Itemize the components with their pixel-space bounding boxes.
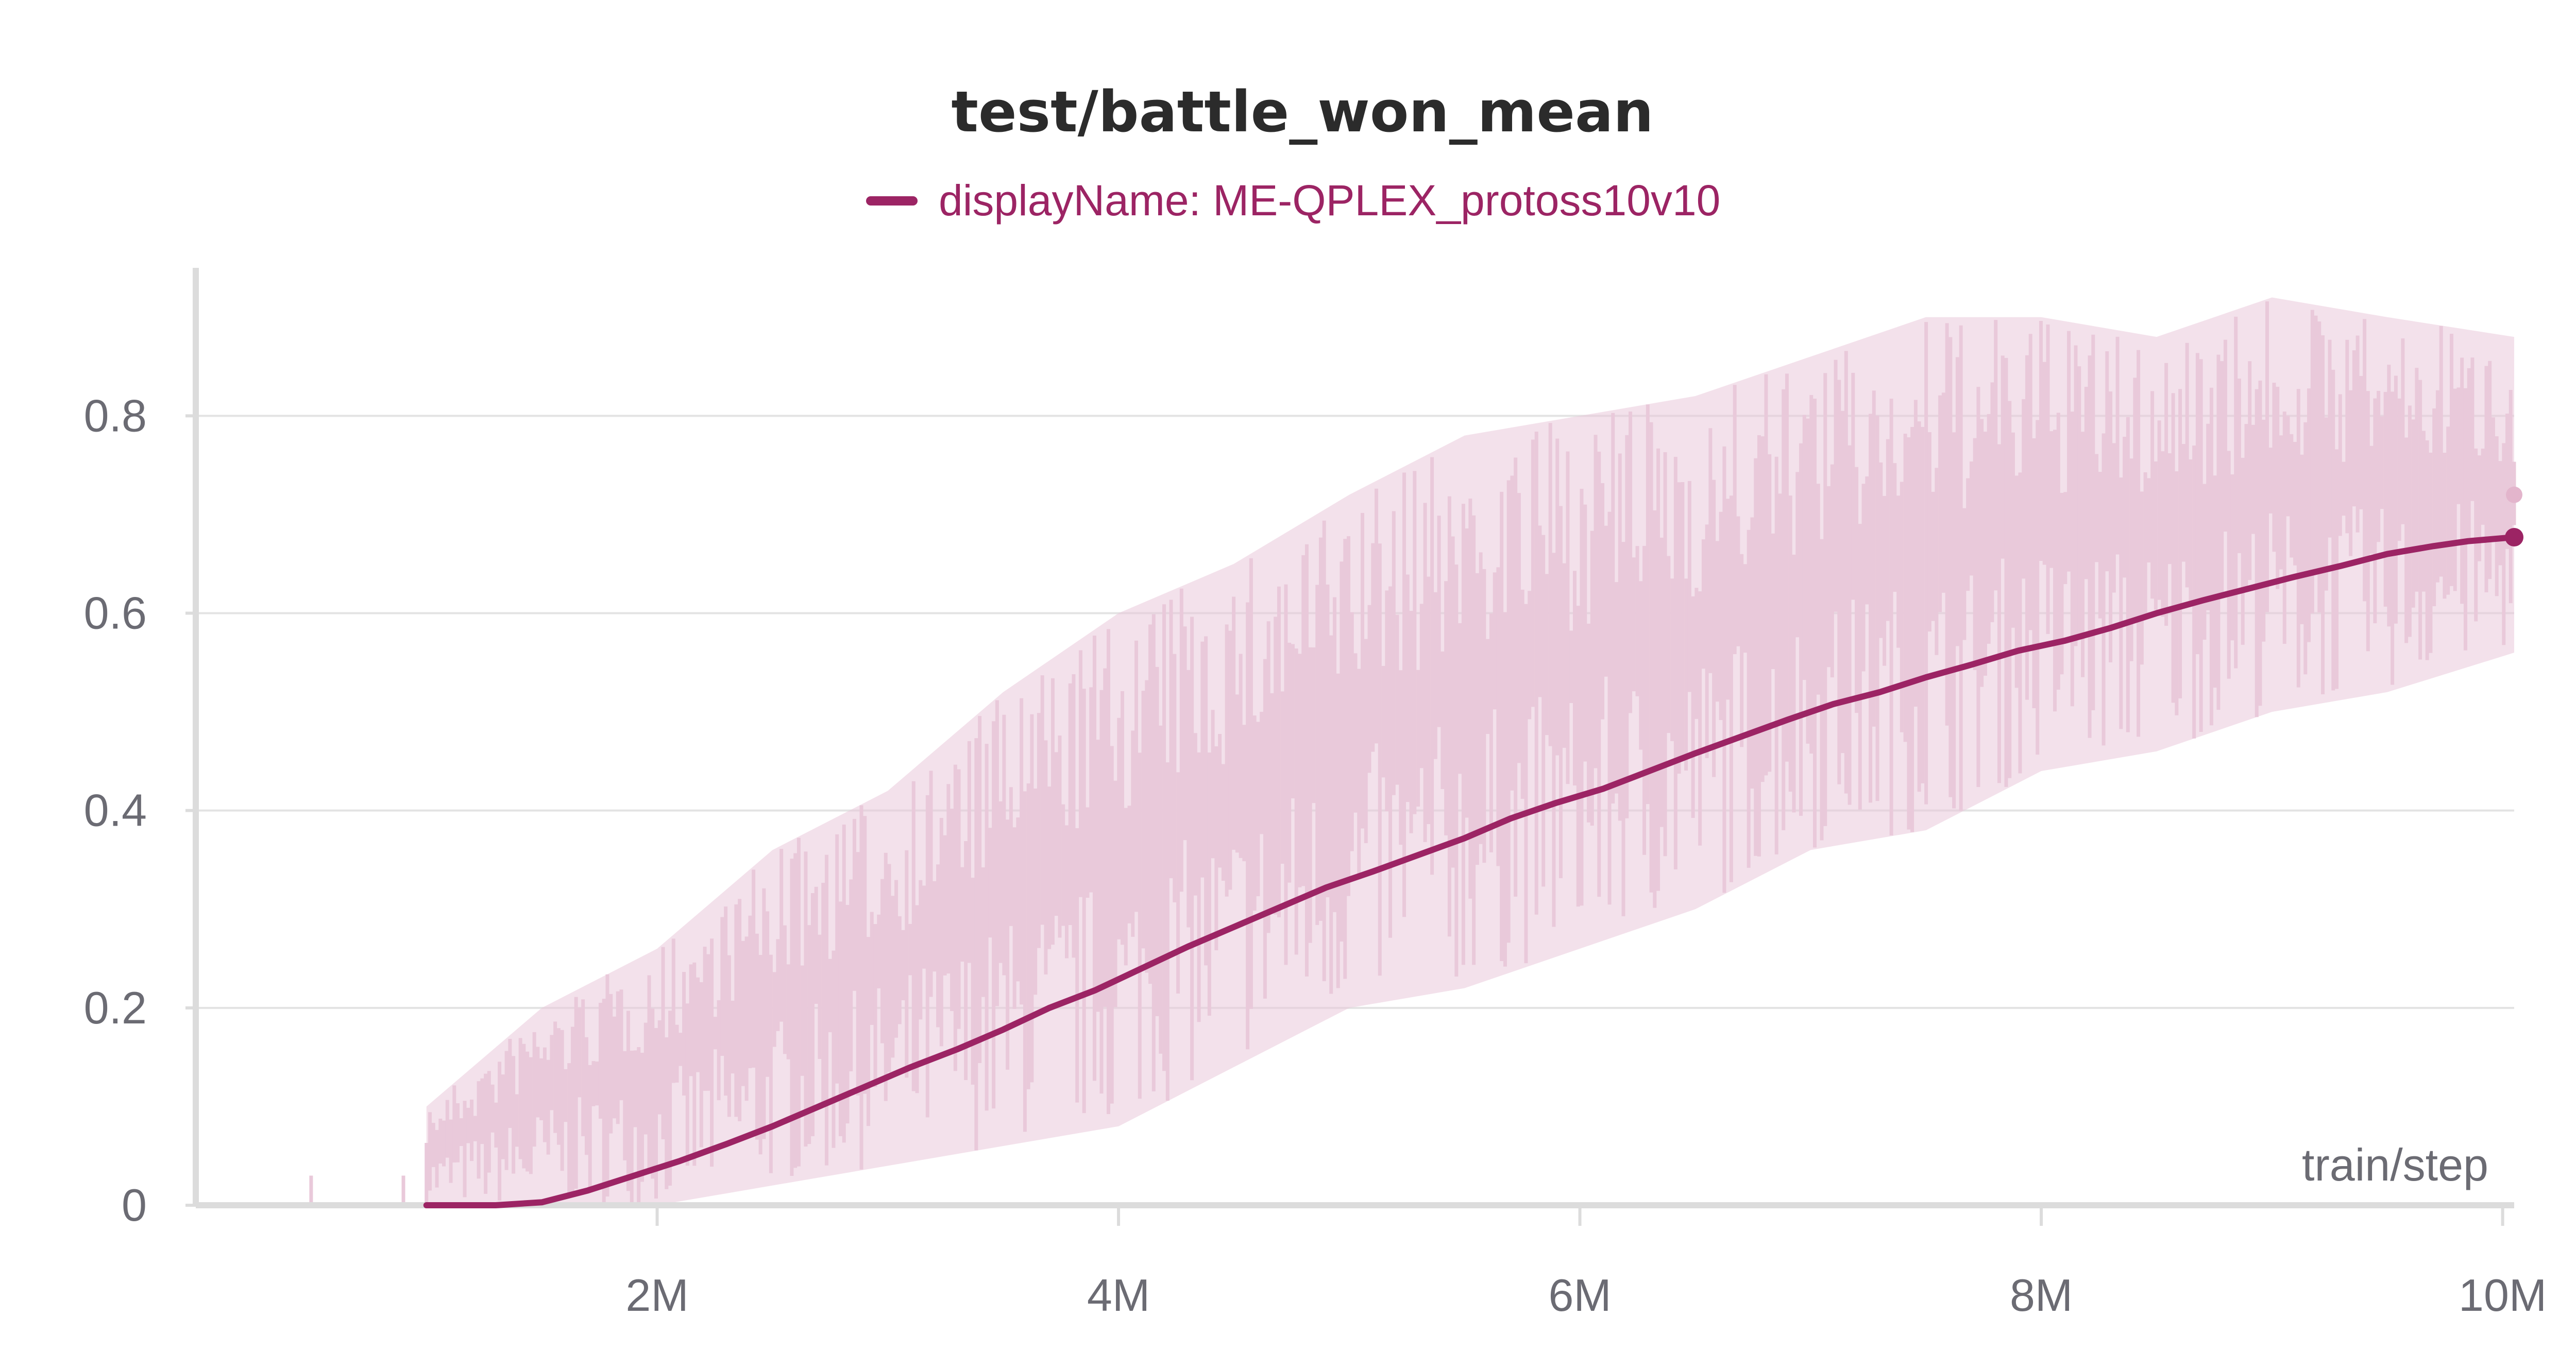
- y-tick-label: 0.6: [84, 588, 147, 639]
- raw-last-point: [2506, 486, 2522, 503]
- x-tick-label: 4M: [1087, 1270, 1150, 1321]
- smoothed-last-point: [2505, 528, 2523, 547]
- x-tick-label: 2M: [625, 1270, 688, 1321]
- series-line-smoothed: [423, 534, 2517, 1208]
- y-tick-label: 0: [122, 1179, 147, 1230]
- raw-data-band: [194, 297, 2516, 1206]
- y-tick-label: 0.8: [84, 390, 147, 441]
- x-ticks: 2M 4M 6M 8M 10M: [625, 1205, 2547, 1321]
- legend-entry: displayName: ME-QPLEX_protoss10v10: [939, 176, 1720, 225]
- x-tick-label: 10M: [2459, 1270, 2547, 1321]
- y-ticks: 0 0.2 0.4 0.6 0.8: [84, 390, 196, 1230]
- chart-title: test/battle_won_mean: [951, 79, 1653, 145]
- x-tick-label: 6M: [1548, 1270, 1611, 1321]
- legend: displayName: ME-QPLEX_protoss10v10: [866, 176, 1720, 225]
- x-axis-label: train/step: [2302, 1139, 2488, 1190]
- x-tick-label: 8M: [2010, 1270, 2073, 1321]
- y-tick-label: 0.4: [84, 785, 147, 836]
- y-tick-label: 0.2: [84, 982, 147, 1033]
